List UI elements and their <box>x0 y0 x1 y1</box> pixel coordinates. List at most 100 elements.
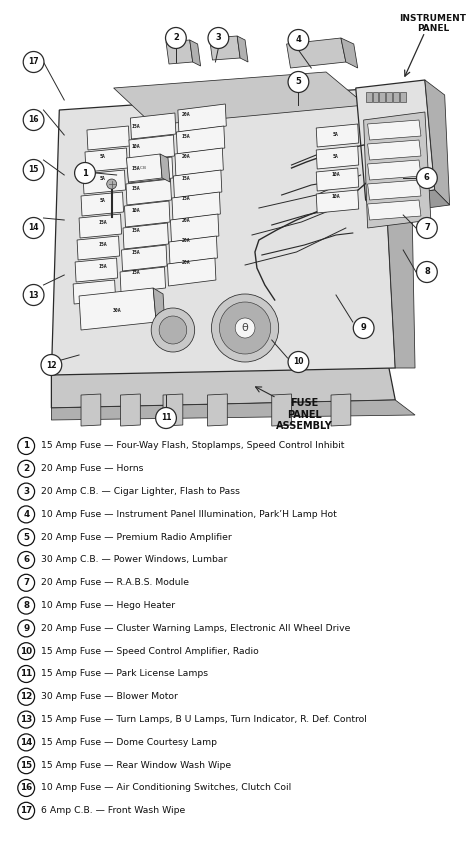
Text: 15A: 15A <box>182 133 190 139</box>
Text: 6: 6 <box>23 555 29 565</box>
Polygon shape <box>166 40 193 64</box>
Polygon shape <box>381 88 415 368</box>
Text: 16: 16 <box>28 115 39 125</box>
Text: 15A: 15A <box>131 124 140 128</box>
Text: INSTRUMENT
PANEL: INSTRUMENT PANEL <box>399 14 466 34</box>
Text: 12: 12 <box>46 360 56 370</box>
Circle shape <box>23 159 44 180</box>
Text: 15A: 15A <box>99 219 107 224</box>
Text: 10 Amp Fuse — Air Conditioning Switches, Clutch Coil: 10 Amp Fuse — Air Conditioning Switches,… <box>40 784 291 792</box>
Text: 5A: 5A <box>100 197 106 203</box>
Text: 20A: 20A <box>182 238 190 243</box>
Polygon shape <box>176 126 225 154</box>
Bar <box>400 92 406 102</box>
Text: 15A: 15A <box>131 229 140 234</box>
Polygon shape <box>114 72 365 125</box>
Polygon shape <box>127 154 162 182</box>
Polygon shape <box>169 236 218 264</box>
Text: 15A: 15A <box>182 176 190 180</box>
Circle shape <box>23 109 44 131</box>
Polygon shape <box>120 267 165 293</box>
Polygon shape <box>128 157 173 183</box>
Polygon shape <box>368 180 421 200</box>
Text: 9: 9 <box>361 324 366 333</box>
Text: 10 Amp Fuse — Hego Heater: 10 Amp Fuse — Hego Heater <box>40 601 174 610</box>
Text: 8: 8 <box>424 268 430 276</box>
Text: 5A: 5A <box>333 153 339 158</box>
Text: 15 Amp Fuse — Four-Way Flash, Stoplamps, Speed Control Inhibit: 15 Amp Fuse — Four-Way Flash, Stoplamps,… <box>40 442 344 450</box>
Circle shape <box>23 285 44 306</box>
Text: 2: 2 <box>23 464 29 474</box>
Text: 2: 2 <box>173 34 179 42</box>
Text: 30 Amp C.B. — Power Windows, Lumbar: 30 Amp C.B. — Power Windows, Lumbar <box>40 555 227 565</box>
Polygon shape <box>125 201 170 227</box>
Text: 20 Amp C.B. — Cigar Lighter, Flash to Pass: 20 Amp C.B. — Cigar Lighter, Flash to Pa… <box>40 487 239 496</box>
Polygon shape <box>83 170 126 194</box>
Polygon shape <box>175 148 223 176</box>
Text: θ: θ <box>242 323 248 333</box>
Polygon shape <box>167 258 216 286</box>
Polygon shape <box>77 236 119 260</box>
Text: 15 Amp Fuse — Dome Courtesy Lamp: 15 Amp Fuse — Dome Courtesy Lamp <box>40 738 217 746</box>
Text: 20 Amp Fuse — R.A.B.S. Module: 20 Amp Fuse — R.A.B.S. Module <box>40 578 189 587</box>
Polygon shape <box>123 223 168 249</box>
Polygon shape <box>341 38 358 68</box>
Circle shape <box>41 354 62 376</box>
Text: C.B: C.B <box>140 166 147 170</box>
Text: FUSE
PANEL
ASSEMBLY: FUSE PANEL ASSEMBLY <box>276 398 333 431</box>
Text: 30A: 30A <box>112 307 121 313</box>
Polygon shape <box>160 154 170 182</box>
Polygon shape <box>365 190 450 215</box>
Text: 30 Amp Fuse — Blower Motor: 30 Amp Fuse — Blower Motor <box>40 692 177 701</box>
Text: 3: 3 <box>216 34 221 42</box>
Text: 6: 6 <box>424 173 430 183</box>
Text: 10A: 10A <box>131 145 140 150</box>
Polygon shape <box>316 190 359 213</box>
Text: 16: 16 <box>20 784 32 792</box>
Polygon shape <box>51 360 395 408</box>
Text: 9: 9 <box>23 624 29 633</box>
Circle shape <box>107 179 117 189</box>
Bar <box>386 92 392 102</box>
Polygon shape <box>51 88 395 375</box>
Text: 13: 13 <box>20 715 32 724</box>
Text: 5A: 5A <box>100 176 106 180</box>
Text: 7: 7 <box>424 223 430 232</box>
Text: 17: 17 <box>20 806 32 815</box>
Text: 15 Amp Fuse — Speed Control Amplifier, Radio: 15 Amp Fuse — Speed Control Amplifier, R… <box>40 647 258 656</box>
Text: 5: 5 <box>23 533 29 542</box>
Text: 12: 12 <box>20 692 32 701</box>
Circle shape <box>155 408 176 429</box>
Text: 15: 15 <box>28 165 39 175</box>
Text: 20A: 20A <box>182 260 190 264</box>
Polygon shape <box>171 214 219 242</box>
Circle shape <box>211 294 279 362</box>
Polygon shape <box>287 38 346 68</box>
Text: 20A: 20A <box>182 154 190 159</box>
Text: 20 Amp Fuse — Horns: 20 Amp Fuse — Horns <box>40 464 143 474</box>
Polygon shape <box>87 126 129 150</box>
Polygon shape <box>316 168 359 191</box>
Text: 15 Amp Fuse — Turn Lamps, B U Lamps, Turn Indicator, R. Def. Control: 15 Amp Fuse — Turn Lamps, B U Lamps, Tur… <box>40 715 366 724</box>
Polygon shape <box>368 200 421 220</box>
Polygon shape <box>120 394 140 426</box>
Text: 20A: 20A <box>182 217 190 223</box>
Text: 3: 3 <box>23 487 29 496</box>
Bar <box>380 92 385 102</box>
Text: 15A: 15A <box>131 165 140 171</box>
Polygon shape <box>316 124 359 147</box>
Text: 6 Amp C.B. — Front Wash Wipe: 6 Amp C.B. — Front Wash Wipe <box>40 806 185 815</box>
Polygon shape <box>368 160 421 180</box>
Text: 20 Amp Fuse — Premium Radio Amplifier: 20 Amp Fuse — Premium Radio Amplifier <box>40 533 231 542</box>
Text: 1: 1 <box>23 442 29 450</box>
Polygon shape <box>237 36 248 62</box>
Text: 10A: 10A <box>332 193 340 198</box>
Polygon shape <box>129 135 174 161</box>
Polygon shape <box>331 394 351 426</box>
Text: 10: 10 <box>20 647 32 656</box>
Polygon shape <box>81 192 124 216</box>
Polygon shape <box>126 179 172 205</box>
Polygon shape <box>85 148 128 172</box>
Text: 10A: 10A <box>131 208 140 212</box>
Polygon shape <box>425 80 450 205</box>
